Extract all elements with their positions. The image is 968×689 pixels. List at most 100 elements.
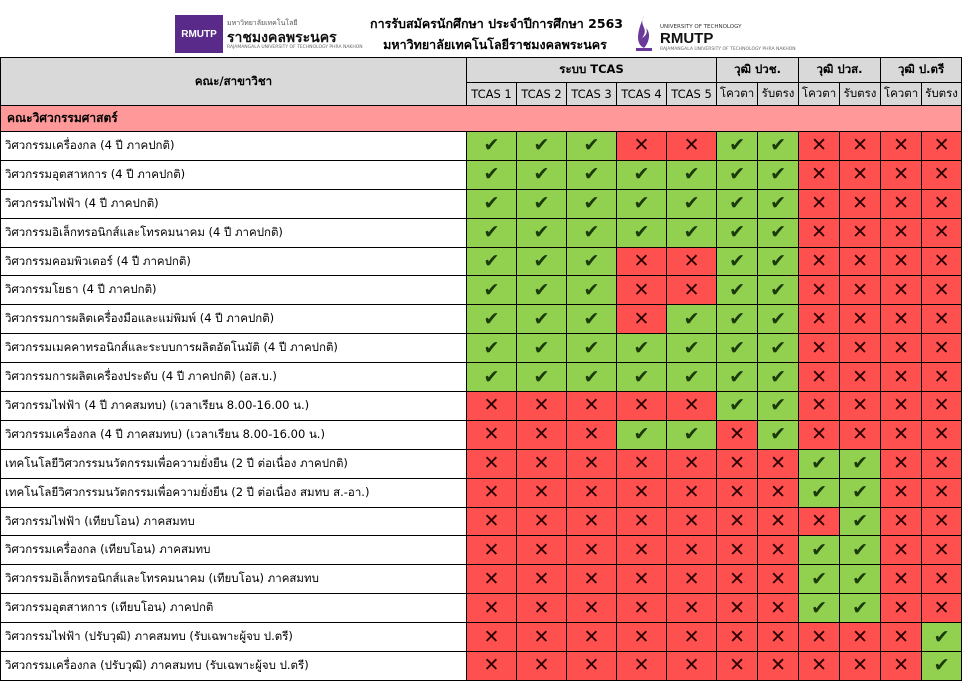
status-cell-accepted: ✔ [516,217,567,248]
status-cell-accepted: ✔ [616,217,667,248]
cross-icon: ✕ [852,625,868,648]
table-row: เทคโนโลยีวิศวกรรมนวัตกรรมเพื่อความยั่งยื… [0,477,963,508]
program-name: วิศวกรรมอุตสาหการ (4 ปี ภาคปกติ) [0,159,467,190]
program-name: วิศวกรรมคอมพิวเตอร์ (4 ปี ภาคปกติ) [0,246,467,277]
cross-icon: ✕ [683,452,700,475]
status-cell-not-accepted: ✕ [839,333,882,364]
cross-icon: ✕ [933,221,950,244]
cross-icon: ✕ [533,423,550,446]
cross-icon: ✕ [729,596,745,619]
check-icon: ✔ [683,365,700,388]
check-icon: ✔ [633,336,650,359]
table-row: วิศวกรรมไฟฟ้า (4 ปี ภาคสมทบ) (เวลาเรียน … [0,391,963,421]
cross-icon: ✕ [893,250,909,272]
status-cell-not-accepted: ✕ [880,535,923,566]
status-cell-not-accepted: ✕ [566,622,617,653]
cross-icon: ✕ [729,625,745,648]
page-header: RMUTP มหาวิทยาลัยเทคโนโลยี ราชมงคลพระนคร… [0,0,968,57]
status-cell-accepted: ✔ [466,131,517,161]
status-cell-accepted: ✔ [798,593,841,624]
status-cell-accepted: ✔ [665,217,718,248]
status-cell-not-accepted: ✕ [716,622,759,653]
table-row: วิศวกรรมเครื่องกล (4 ปี ภาคสมทบ) (เวลาเร… [0,419,963,450]
check-icon: ✔ [852,510,868,533]
status-cell-not-accepted: ✕ [839,217,882,248]
cross-icon: ✕ [852,394,868,417]
table-row: วิศวกรรมโยธา (4 ปี ภาคปกติ) ✔ ✔ ✔ ✕ ✕ ✔ ✔ ✕ ✕ ✕ ✕ [0,275,963,306]
status-cell-not-accepted: ✕ [665,131,718,161]
check-icon: ✔ [533,134,550,157]
status-cell-accepted: ✔ [616,419,667,450]
cross-icon: ✕ [811,163,827,186]
table-row: วิศวกรรมเมคคาทรอนิกส์และระบบการผลิตอัตโน… [0,333,963,364]
status-cell-not-accepted: ✕ [921,391,963,421]
status-cell-not-accepted: ✕ [921,246,963,277]
status-cell-not-accepted: ✕ [921,217,963,248]
status-cell-accepted: ✔ [616,188,667,219]
status-cell-not-accepted: ✕ [798,131,841,161]
cross-icon: ✕ [770,625,786,648]
check-icon: ✔ [583,163,600,186]
status-cell-not-accepted: ✕ [757,564,800,595]
rmutp-logo-right: UNIVERSITY OF TECHNOLOGY RMUTP RAJAMANGA… [632,12,822,57]
check-icon: ✔ [729,307,745,330]
status-cell-not-accepted: ✕ [616,391,667,421]
status-cell-accepted: ✔ [716,131,759,161]
status-cell-not-accepted: ✕ [757,448,800,479]
status-cell-accepted: ✔ [616,159,667,190]
check-icon: ✔ [583,134,600,157]
column-header-tcas4: TCAS 4 [616,82,667,106]
status-cell-not-accepted: ✕ [798,246,841,277]
cross-icon: ✕ [583,481,600,504]
cross-icon: ✕ [729,567,745,590]
status-cell-not-accepted: ✕ [880,419,923,450]
status-cell-accepted: ✔ [716,246,759,277]
status-cell-accepted: ✔ [516,159,567,190]
cross-icon: ✕ [770,654,786,677]
check-icon: ✔ [729,221,745,244]
status-cell-not-accepted: ✕ [757,651,800,681]
check-icon: ✔ [852,567,868,590]
status-cell-accepted: ✔ [516,304,567,335]
check-icon: ✔ [483,134,500,157]
status-cell-not-accepted: ✕ [757,593,800,624]
status-cell-accepted: ✔ [566,333,617,364]
check-icon: ✔ [583,307,600,330]
status-cell-not-accepted: ✕ [665,506,718,537]
check-icon: ✔ [683,163,700,186]
status-cell-accepted: ✔ [757,131,800,161]
check-icon: ✔ [583,365,600,388]
admission-table: คณะ/สาขาวิชา ระบบ TCAS วุฒิ ปวช. วุฒิ ปว… [0,57,963,681]
rmutp-logo-box: RMUTP [175,15,223,53]
column-header-pws-direct: รับตรง [839,82,882,106]
status-cell-accepted: ✔ [566,159,617,190]
status-cell-not-accepted: ✕ [616,622,667,653]
status-cell-accepted: ✔ [921,651,963,681]
cross-icon: ✕ [683,596,700,619]
status-cell-not-accepted: ✕ [466,651,517,681]
cross-icon: ✕ [933,278,950,301]
cross-icon: ✕ [483,423,500,446]
status-cell-accepted: ✔ [757,217,800,248]
status-cell-not-accepted: ✕ [716,448,759,479]
check-icon: ✔ [483,192,500,215]
status-cell-accepted: ✔ [839,593,882,624]
table-row: วิศวกรรมอุตสาหการ (4 ปี ภาคปกติ) ✔ ✔ ✔ ✔ ✔ ✔ ✔ ✕… [0,159,963,190]
cross-icon: ✕ [483,538,500,561]
check-icon: ✔ [533,192,550,215]
status-cell-accepted: ✔ [716,275,759,306]
status-cell-accepted: ✔ [716,159,759,190]
status-cell-not-accepted: ✕ [566,448,617,479]
status-cell-not-accepted: ✕ [566,651,617,681]
status-cell-accepted: ✔ [516,362,567,393]
status-cell-not-accepted: ✕ [880,304,923,335]
group-header-bachelor: วุฒิ ป.ตรี [880,57,963,83]
cross-icon: ✕ [770,481,786,504]
cross-icon: ✕ [933,134,950,157]
cross-icon: ✕ [683,278,700,301]
status-cell-not-accepted: ✕ [839,246,882,277]
cross-icon: ✕ [533,654,550,677]
status-cell-not-accepted: ✕ [466,535,517,566]
cross-icon: ✕ [483,394,500,417]
